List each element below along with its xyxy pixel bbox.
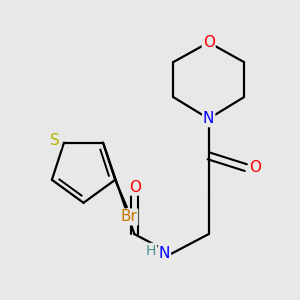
Text: N: N (159, 246, 170, 261)
Text: O: O (203, 35, 215, 50)
Text: O: O (250, 160, 262, 175)
Text: N: N (203, 111, 214, 126)
Text: S: S (50, 133, 60, 148)
Text: Br: Br (120, 209, 137, 224)
Text: H: H (146, 244, 156, 257)
Text: O: O (129, 180, 141, 195)
